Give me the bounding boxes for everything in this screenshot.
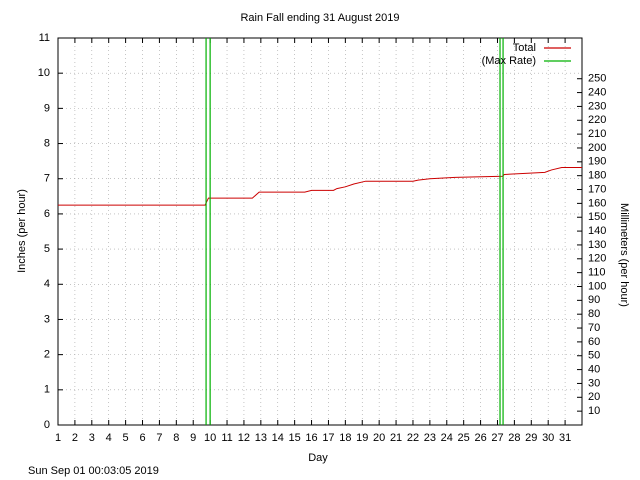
x-tick-label: 10 <box>204 432 216 444</box>
x-tick-label: 19 <box>356 432 368 444</box>
plot-frame <box>57 37 583 426</box>
x-tick-label: 16 <box>305 432 317 444</box>
y2-axis-label: Millimeters (per hour) <box>618 203 630 307</box>
x-tick-label: 20 <box>373 432 385 444</box>
x-tick-label: 21 <box>390 432 402 444</box>
x-tick-label: 11 <box>221 432 232 444</box>
x-tick-label: 12 <box>238 432 250 444</box>
x-tick-label: 7 <box>156 432 162 444</box>
legend-label: Total <box>513 42 536 54</box>
y-tick-label: 7 <box>44 173 50 185</box>
x-tick-label: 23 <box>424 432 436 444</box>
y2-tick-label: 230 <box>588 100 606 112</box>
x-tick-label: 31 <box>559 432 571 444</box>
y2-tick-label: 110 <box>588 267 606 279</box>
y-tick-label: 3 <box>44 313 50 325</box>
y2-tick-label: 30 <box>588 377 600 389</box>
x-tick-label: 26 <box>474 432 486 444</box>
y-tick-label: 5 <box>44 243 50 255</box>
y2-tick-label: 40 <box>588 364 600 376</box>
y2-tick-label: 240 <box>588 86 606 98</box>
y2-tick-label: 20 <box>588 391 600 403</box>
x-tick-label: 2 <box>72 432 78 444</box>
y2-tick-label: 180 <box>588 170 606 182</box>
x-tick-label: 1 <box>55 432 61 444</box>
y2-tick-label: 60 <box>588 336 600 348</box>
y2-tick-label: 210 <box>588 128 606 140</box>
total-line <box>58 166 582 206</box>
x-tick-label: 29 <box>525 432 537 444</box>
y2-tick-label: 220 <box>588 114 606 126</box>
y2-tick-label: 100 <box>588 280 606 292</box>
y2-tick-label: 80 <box>588 308 600 320</box>
x-tick-label: 14 <box>272 432 284 444</box>
y2-tick-label: 190 <box>588 156 606 168</box>
x-tick-label: 18 <box>339 432 351 444</box>
x-tick-label: 24 <box>441 432 453 444</box>
x-tick-label: 13 <box>255 432 267 444</box>
y-axis-label: Inches (per hour) <box>16 189 28 273</box>
y2-tick-label: 130 <box>588 239 606 251</box>
x-tick-label: 9 <box>190 432 196 444</box>
y-tick-label: 8 <box>44 137 50 149</box>
x-tick-label: 3 <box>89 432 95 444</box>
y-tick-label: 0 <box>44 419 50 431</box>
x-tick-label: 28 <box>508 432 520 444</box>
y-tick-label: 10 <box>38 67 50 79</box>
y-tick-label: 2 <box>44 349 50 361</box>
x-axis-label: Day <box>308 452 328 464</box>
y2-tick-label: 140 <box>588 225 606 237</box>
y2-tick-label: 200 <box>588 142 606 154</box>
footer: Sun Sep 01 00:03:05 2019 <box>28 465 159 477</box>
y-tick-label: 9 <box>44 102 50 114</box>
x-tick-label: 15 <box>289 432 301 444</box>
legend-label: (Max Rate) <box>482 55 536 67</box>
x-tick-label: 17 <box>322 432 334 444</box>
y2-tick-label: 50 <box>588 350 600 362</box>
y2-tick-label: 70 <box>588 322 600 334</box>
y-tick-label: 6 <box>44 208 50 220</box>
y2-tick-label: 250 <box>588 73 606 85</box>
x-tick-label: 27 <box>491 432 503 444</box>
x-tick-label: 8 <box>173 432 179 444</box>
y2-tick-label: 160 <box>588 197 606 209</box>
x-tick-label: 4 <box>106 432 112 444</box>
y-tick-label: 4 <box>44 278 50 290</box>
x-tick-label: 25 <box>458 432 470 444</box>
x-tick-label: 22 <box>407 432 419 444</box>
x-tick-label: 5 <box>123 432 129 444</box>
y2-tick-label: 10 <box>588 405 600 417</box>
y2-tick-label: 90 <box>588 294 600 306</box>
y2-tick-label: 120 <box>588 253 606 265</box>
x-tick-label: 6 <box>139 432 145 444</box>
x-tick-label: 30 <box>542 432 554 444</box>
y-tick-label: 11 <box>39 32 50 44</box>
y2-tick-label: 150 <box>588 211 606 223</box>
y-tick-label: 1 <box>44 384 50 396</box>
y2-tick-label: 170 <box>588 183 606 195</box>
chart-title: Rain Fall ending 31 August 2019 <box>240 12 399 24</box>
